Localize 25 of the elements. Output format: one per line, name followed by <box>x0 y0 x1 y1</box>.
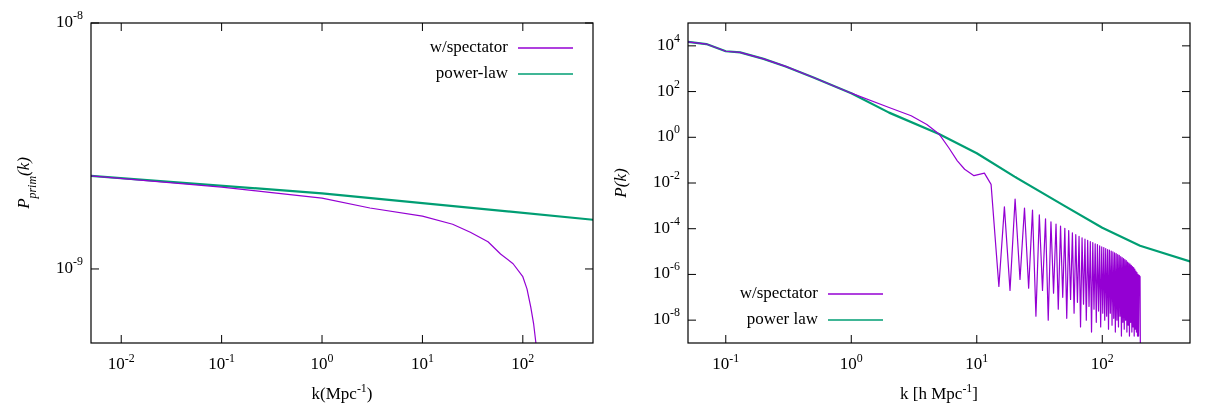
legend-label: w/spectator <box>739 282 819 302</box>
y-axis-title: P(k) <box>611 168 630 199</box>
y-tick-label: 10$^{0}$ <box>657 122 681 146</box>
x-tick-label: 10$^{-1}$ <box>208 351 236 373</box>
y-tick-label: 10$^{4}$ <box>657 30 681 54</box>
x-tick-label: 10$^{-2}$ <box>107 351 135 373</box>
y-tick-label: 10$^{-6}$ <box>653 259 681 283</box>
y-tick-label: 10$^{2}$ <box>657 76 681 100</box>
legend-label: power law <box>746 308 819 328</box>
legend-label: power-law <box>435 62 509 82</box>
x-tick-label: 10$^{0}$ <box>310 351 334 373</box>
x-axis-title: k [h Mpc$^{-1}$] <box>900 381 978 403</box>
x-tick-label: 10$^{0}$ <box>839 351 863 373</box>
x-tick-label: 10$^{-1}$ <box>712 351 740 373</box>
x-tick-label: 10$^{2}$ <box>511 351 535 373</box>
y-tick-label: 10$^{-8}$ <box>56 7 84 31</box>
y-tick-label: 10$^{-4}$ <box>653 213 681 237</box>
y-tick-label: 10$^{-9}$ <box>56 253 84 277</box>
x-tick-label: 10$^{1}$ <box>965 351 989 373</box>
legend-label: w/spectator <box>429 36 509 56</box>
y-tick-label: 10$^{-2}$ <box>653 167 681 191</box>
y-tick-label: 10$^{-8}$ <box>653 304 681 329</box>
x-tick-label: 10$^{2}$ <box>1090 351 1114 373</box>
x-tick-label: 10$^{1}$ <box>410 351 434 373</box>
x-axis-title: k(Mpc$^{-1}$) <box>311 381 373 403</box>
